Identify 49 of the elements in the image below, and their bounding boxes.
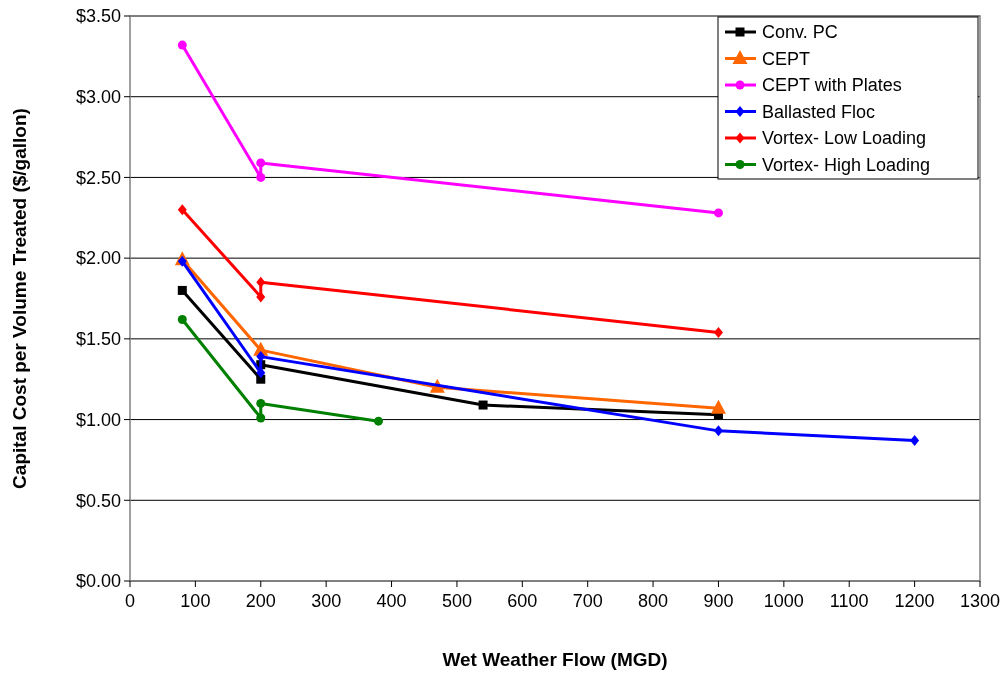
- point: [177, 255, 187, 267]
- x-tick-label: 1000: [763, 591, 804, 611]
- x-tick-label: 1300: [959, 591, 1001, 611]
- point: [256, 398, 266, 408]
- legend-label: Ballasted Floc: [762, 101, 876, 122]
- y-axis-title: Capital Cost per Volume Treated ($/gallon): [9, 108, 30, 489]
- legend-label: CEPT with Plates: [762, 75, 902, 96]
- y-tick-label: $2.00: [75, 248, 121, 269]
- point: [177, 204, 187, 216]
- legend-label: CEPT: [762, 48, 811, 69]
- y-tick-label: $1.00: [75, 409, 121, 430]
- y-tick-label: $2.50: [75, 167, 121, 188]
- y-tick-label: $0.00: [75, 571, 121, 592]
- point: [256, 374, 266, 384]
- x-tick-label: 0: [124, 591, 136, 611]
- y-tick-label: $0.50: [75, 490, 121, 511]
- point: [256, 158, 266, 168]
- x-tick-label: 200: [245, 591, 276, 611]
- legend-label: Vortex- High Loading: [762, 154, 931, 175]
- point: [256, 276, 266, 288]
- legend-label: Conv. PC: [762, 22, 838, 43]
- point: [713, 326, 723, 338]
- point: [710, 399, 726, 414]
- x-tick-label: 300: [311, 591, 342, 611]
- point: [177, 40, 187, 50]
- y-tick-label: $3.50: [75, 6, 121, 27]
- x-tick-label: 600: [507, 591, 538, 611]
- point: [256, 172, 266, 182]
- x-tick-label: 100: [180, 591, 211, 611]
- x-tick-label: 700: [572, 591, 603, 611]
- legend-label: Vortex- Low Loading: [762, 128, 927, 149]
- point: [256, 291, 266, 303]
- x-tick-label: 900: [703, 591, 734, 611]
- point: [177, 285, 187, 295]
- y-tick-label: $1.50: [75, 329, 121, 350]
- point: [177, 314, 187, 324]
- point: [373, 416, 383, 426]
- x-tick-label: 1100: [829, 591, 869, 611]
- point: [713, 425, 723, 437]
- point: [256, 413, 266, 423]
- point: [910, 435, 920, 447]
- x-tick-label: 1200: [894, 591, 935, 611]
- y-tick-label: $3.00: [75, 87, 121, 108]
- x-tick-label: 400: [376, 591, 407, 611]
- x-tick-label: 800: [638, 591, 669, 611]
- x-axis-title: Wet Weather Flow (MGD): [442, 649, 668, 670]
- point: [713, 208, 723, 218]
- x-tick-label: 500: [441, 591, 472, 611]
- point: [478, 400, 488, 410]
